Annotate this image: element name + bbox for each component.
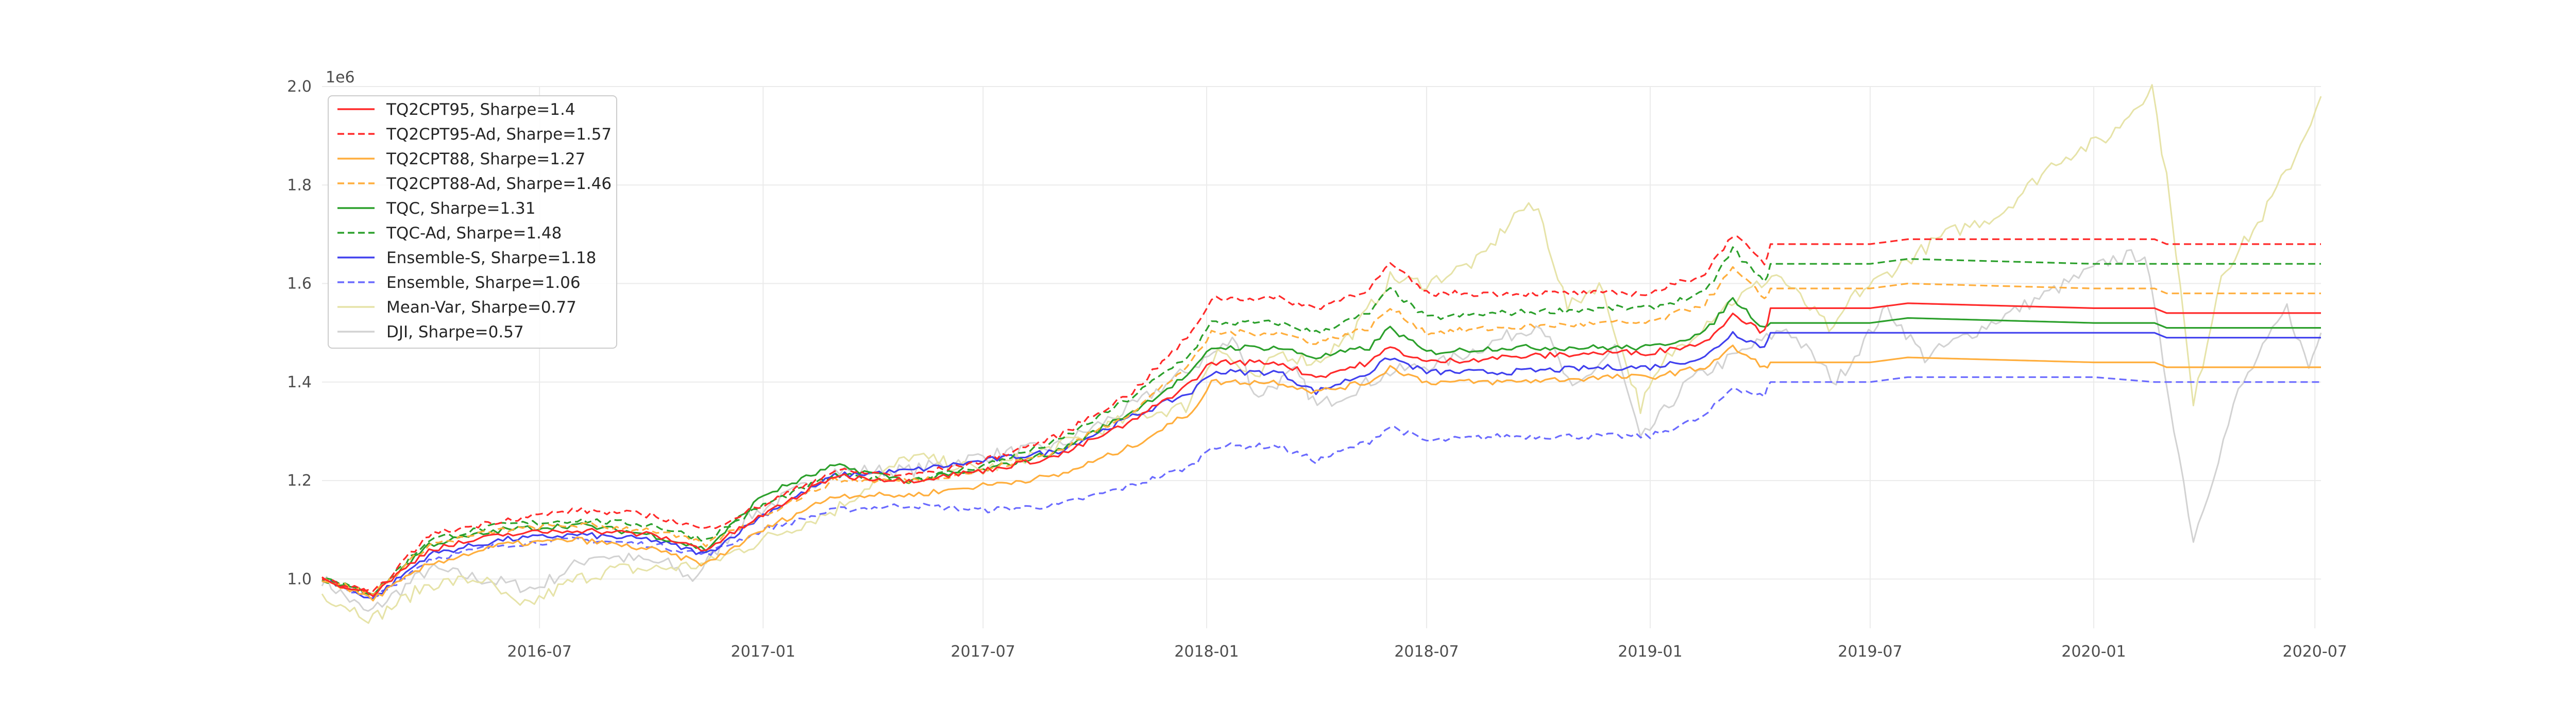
x-tick-label: 2018-07 [1394,643,1459,661]
y-tick-label: 1.8 [287,176,312,194]
y-tick-label: 1.0 [287,570,312,588]
x-tick-label: 2020-01 [2061,643,2126,661]
series-line [321,266,2321,597]
legend-label: TQ2CPT88-Ad, Sharpe=1.46 [386,175,612,193]
x-tick-label: 2016-07 [507,643,572,661]
y-axis: 1.0 1.2 1.4 1.6 1.8 2.0 [287,78,312,588]
series-layer [321,84,2322,624]
x-tick-label: 2017-01 [731,643,795,661]
legend-label: Ensemble, Sharpe=1.06 [386,273,581,292]
x-tick-label: 2018-01 [1174,643,1239,661]
x-axis: 2016-07 2017-01 2017-07 2018-01 2018-07 2019-… [507,643,2347,661]
grid [322,86,2321,628]
legend-items: TQ2CPT95, Sharpe=1.4 TQ2CPT95-Ad, Sharpe=… [337,100,612,341]
x-tick-label: 2019-07 [1838,643,1902,661]
y-tick-label: 1.4 [287,373,312,391]
x-tick-label: 2017-07 [951,643,1015,661]
series-line [321,345,2321,602]
x-tick-label: 2020-07 [2283,643,2347,661]
series-line [321,302,2321,597]
legend-label: Mean-Var, Sharpe=0.77 [386,298,577,317]
y-tick-label: 2.0 [287,78,312,96]
x-tick-label: 2019-01 [1618,643,1682,661]
y-tick-label: 1.2 [287,472,312,490]
legend-label: TQ2CPT88, Sharpe=1.27 [386,150,585,168]
series-line [321,297,2321,595]
legend-label: Ensemble-S, Sharpe=1.18 [386,249,596,267]
legend-label: TQ2CPT95, Sharpe=1.4 [386,100,575,119]
legend-frame [328,95,617,349]
series-line [321,84,2322,624]
legend: TQ2CPT95, Sharpe=1.4 TQ2CPT95-Ad, Sharpe=… [328,95,617,349]
legend-label: DJI, Sharpe=0.57 [386,323,524,341]
series-line [321,331,2321,600]
legend-label: TQC-Ad, Sharpe=1.48 [386,224,562,243]
series-line [321,249,2322,612]
y-tick-label: 1.6 [287,275,312,293]
y-offset-label: 1e6 [326,68,355,87]
legend-label: TQ2CPT95-Ad, Sharpe=1.57 [386,125,612,144]
legend-label: TQC, Sharpe=1.31 [386,199,536,218]
series-line [321,246,2321,596]
series-line [321,235,2321,592]
series-line [321,376,2321,598]
